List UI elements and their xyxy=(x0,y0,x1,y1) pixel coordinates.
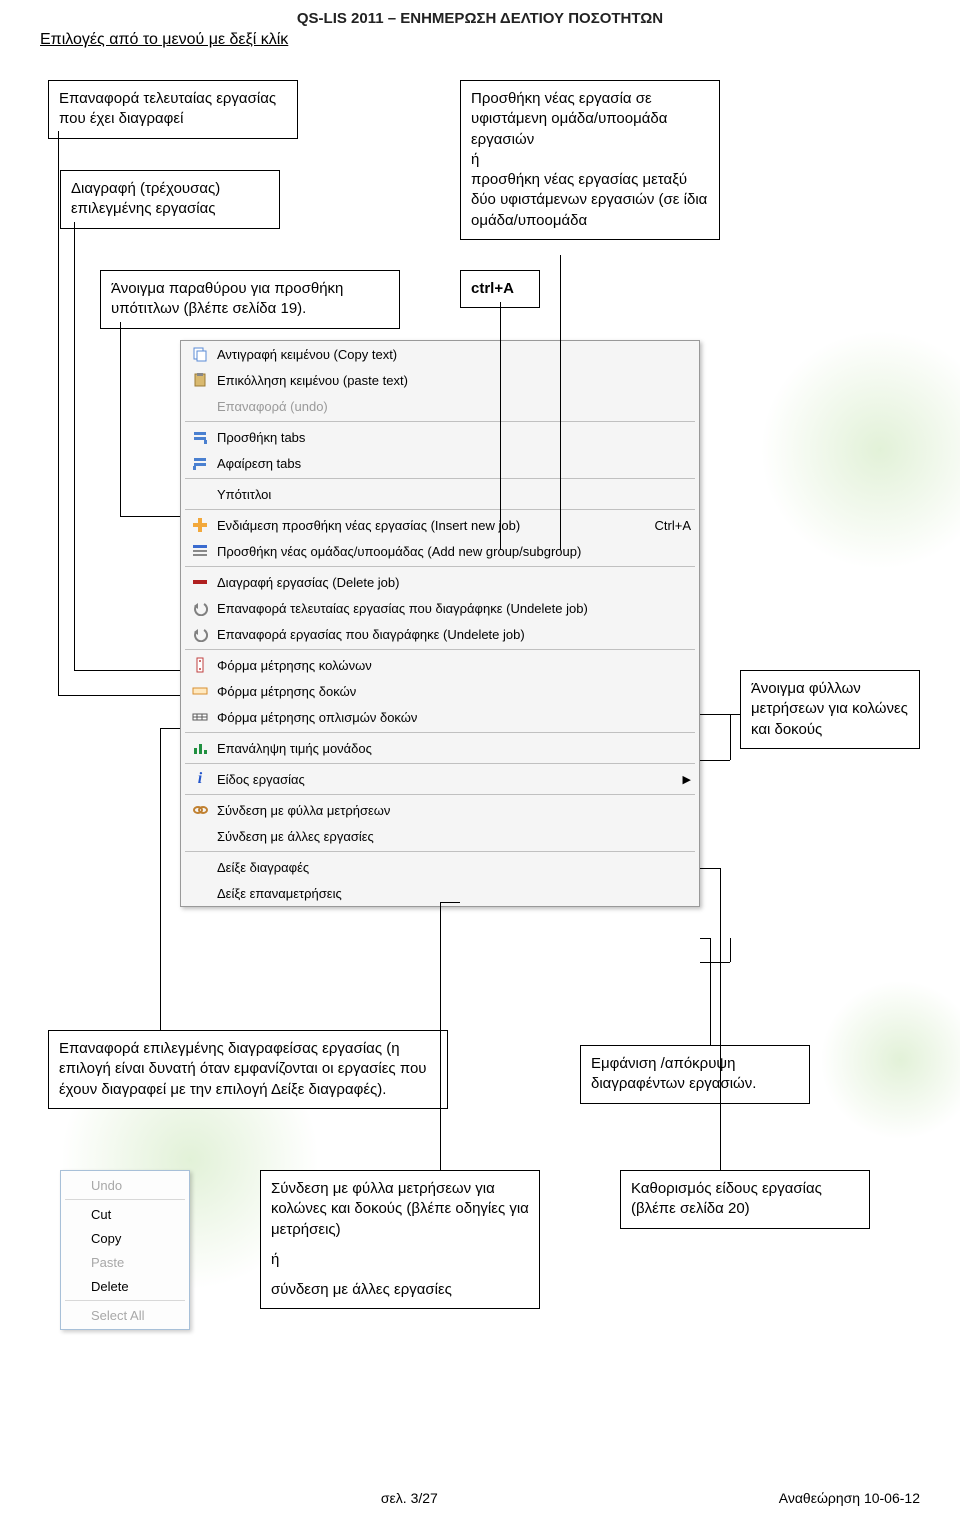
group-icon xyxy=(189,541,211,561)
menu-item-label: Επαναφορά τελευταίας εργασίας που διαγρά… xyxy=(217,601,691,616)
menu-item[interactable]: Επαναφορά (undo) xyxy=(181,393,699,419)
blank-icon xyxy=(189,396,211,416)
menu-item[interactable]: Επαναφορά εργασίας που διαγράφηκε (Undel… xyxy=(181,621,699,647)
menu-item[interactable]: Διαγραφή εργασίας (Delete job) xyxy=(181,569,699,595)
menu-item[interactable]: i Είδος εργασίας▶ xyxy=(181,766,699,792)
callout-open-sheets: Άνοιγμα φύλλων μετρήσεων για κολώνες και… xyxy=(740,670,920,749)
edit-menu-label: Undo xyxy=(91,1178,122,1193)
beam-icon xyxy=(189,681,211,701)
menu-item[interactable]: Προσθήκη tabs xyxy=(181,424,699,450)
edit-menu-item: Select All xyxy=(61,1303,189,1327)
undo-icon xyxy=(189,624,211,644)
menu-item-label: Σύνδεση με φύλλα μετρήσεων xyxy=(217,803,691,818)
menu-item[interactable]: Υπότιτλοι xyxy=(181,481,699,507)
tabs-add-icon xyxy=(189,427,211,447)
submenu-arrow-icon: ▶ xyxy=(683,773,691,786)
menu-item[interactable]: Φόρμα μέτρησης οπλισμών δοκών xyxy=(181,704,699,730)
minus-icon xyxy=(189,572,211,592)
blank-icon xyxy=(189,484,211,504)
link-icon xyxy=(189,800,211,820)
menu-item-label: Προσθήκη tabs xyxy=(217,430,691,445)
menu-item-label: Ενδιάμεση προσθήκη νέας εργασίας (Insert… xyxy=(217,518,635,533)
menu-item-label: Δείξε επαναμετρήσεις xyxy=(217,886,691,901)
menu-item[interactable]: Αφαίρεση tabs xyxy=(181,450,699,476)
page-header: QS-LIS 2011 – ΕΝΗΜΕΡΩΣΗ ΔΕΛΤΙΟΥ ΠΟΣΟΤΗΤΩ… xyxy=(40,10,920,27)
menu-item-shortcut: Ctrl+A xyxy=(635,518,691,533)
menu-item[interactable]: Σύνδεση με άλλες εργασίες xyxy=(181,823,699,849)
undo-icon xyxy=(189,598,211,618)
menu-item[interactable]: Φόρμα μέτρησης κολώνων xyxy=(181,652,699,678)
callout-link-sheets: Σύνδεση με φύλλα μετρήσεων για κολώνες κ… xyxy=(260,1170,540,1309)
footer-revision: Αναθεώρηση 10-06-12 xyxy=(779,1490,920,1506)
menu-item-label: Υπότιτλοι xyxy=(217,487,691,502)
menu-item-label: Δείξε διαγραφές xyxy=(217,860,691,875)
rebar-icon xyxy=(189,707,211,727)
menu-item-label: Διαγραφή εργασίας (Delete job) xyxy=(217,575,691,590)
menu-item-label: Σύνδεση με άλλες εργασίες xyxy=(217,829,691,844)
edit-menu-label: Cut xyxy=(91,1207,111,1222)
menu-item[interactable]: Δείξε διαγραφές xyxy=(181,854,699,880)
blank-icon xyxy=(189,883,211,903)
menu-item-label: Αντιγραφή κειμένου (Copy text) xyxy=(217,347,691,362)
edit-menu-item[interactable]: Cut xyxy=(61,1202,189,1226)
edit-menu-item: Undo xyxy=(61,1173,189,1197)
menu-item-label: Επαναφορά εργασίας που διαγράφηκε (Undel… xyxy=(217,627,691,642)
col-icon xyxy=(189,655,211,675)
callout-delete-current: Διαγραφή (τρέχουσας) επιλεγμένης εργασία… xyxy=(60,170,280,229)
callout-job-type: Καθορισμός είδους εργασίας (βλέπε σελίδα… xyxy=(620,1170,870,1229)
menu-item[interactable]: Προσθήκη νέας ομάδας/υποομάδας (Add new … xyxy=(181,538,699,564)
menu-item[interactable]: Επικόλληση κειμένου (paste text) xyxy=(181,367,699,393)
copy-icon xyxy=(189,344,211,364)
menu-item-label: Φόρμα μέτρησης κολώνων xyxy=(217,658,691,673)
edit-menu-label: Paste xyxy=(91,1255,124,1270)
blank-icon xyxy=(189,826,211,846)
callout-subtitles: Άνοιγμα παραθύρου για προσθήκη υπότιτλων… xyxy=(100,270,400,329)
footer-page: σελ. 3/27 xyxy=(381,1490,438,1506)
menu-item[interactable]: Σύνδεση με φύλλα μετρήσεων xyxy=(181,797,699,823)
blank-icon xyxy=(189,857,211,877)
menu-item[interactable]: Επανάληψη τιμής μονάδος xyxy=(181,735,699,761)
menu-item[interactable]: Ενδιάμεση προσθήκη νέας εργασίας (Insert… xyxy=(181,512,699,538)
edit-menu-item[interactable]: Copy xyxy=(61,1226,189,1250)
callout-undelete-selected: Επαναφορά επιλεγμένης διαγραφείσας εργασ… xyxy=(48,1030,448,1109)
tabs-rem-icon xyxy=(189,453,211,473)
edit-menu-label: Delete xyxy=(91,1279,129,1294)
menu-item-label: Προσθήκη νέας ομάδας/υποομάδας (Add new … xyxy=(217,544,691,559)
menu-item-label: Επανάληψη τιμής μονάδος xyxy=(217,741,691,756)
paste-icon xyxy=(189,370,211,390)
info-icon: i xyxy=(189,769,211,789)
page-subheader: Επιλογές από το μενού με δεξί κλίκ xyxy=(40,31,920,49)
edit-context-menu: Undo Cut Copy Paste Delete Select All xyxy=(60,1170,190,1330)
bar-icon xyxy=(189,738,211,758)
menu-item-label: Φόρμα μέτρησης δοκών xyxy=(217,684,691,699)
menu-item[interactable]: Αντιγραφή κειμένου (Copy text) xyxy=(181,341,699,367)
menu-item-label: Επαναφορά (undo) xyxy=(217,399,691,414)
page-footer: σελ. 3/27 Αναθεώρηση 10-06-12 xyxy=(40,1490,920,1506)
menu-item[interactable]: Φόρμα μέτρησης δοκών xyxy=(181,678,699,704)
plus-icon xyxy=(189,515,211,535)
callout-insert-job: Προσθήκη νέας εργασία σε υφιστάμενη ομάδ… xyxy=(460,80,720,240)
menu-item[interactable]: Επαναφορά τελευταίας εργασίας που διαγρά… xyxy=(181,595,699,621)
menu-item-label: Είδος εργασίας xyxy=(217,772,683,787)
edit-menu-label: Copy xyxy=(91,1231,121,1246)
edit-menu-label: Select All xyxy=(91,1308,144,1323)
callout-undelete-last: Επαναφορά τελευταίας εργασίας που έχει δ… xyxy=(48,80,298,139)
menu-item-label: Αφαίρεση tabs xyxy=(217,456,691,471)
menu-item-label: Επικόλληση κειμένου (paste text) xyxy=(217,373,691,388)
menu-item-label: Φόρμα μέτρησης οπλισμών δοκών xyxy=(217,710,691,725)
edit-menu-item[interactable]: Delete xyxy=(61,1274,189,1298)
callout-show-deleted: Εμφάνιση /απόκρυψη διαγραφέντων εργασιών… xyxy=(580,1045,810,1104)
edit-menu-item: Paste xyxy=(61,1250,189,1274)
context-menu: Αντιγραφή κειμένου (Copy text) Επικόλληση… xyxy=(180,340,700,907)
